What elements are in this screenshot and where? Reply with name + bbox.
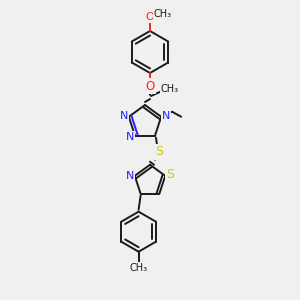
Text: O: O	[146, 80, 154, 92]
Text: CH₃: CH₃	[161, 84, 179, 94]
Text: N: N	[120, 111, 128, 121]
Text: CH₃: CH₃	[154, 9, 172, 19]
Text: N: N	[126, 132, 134, 142]
Text: S: S	[155, 145, 163, 158]
Text: O: O	[146, 12, 154, 22]
Text: N: N	[162, 111, 170, 121]
Text: N: N	[126, 171, 134, 181]
Text: CH₃: CH₃	[130, 263, 148, 273]
Text: S: S	[166, 168, 174, 181]
